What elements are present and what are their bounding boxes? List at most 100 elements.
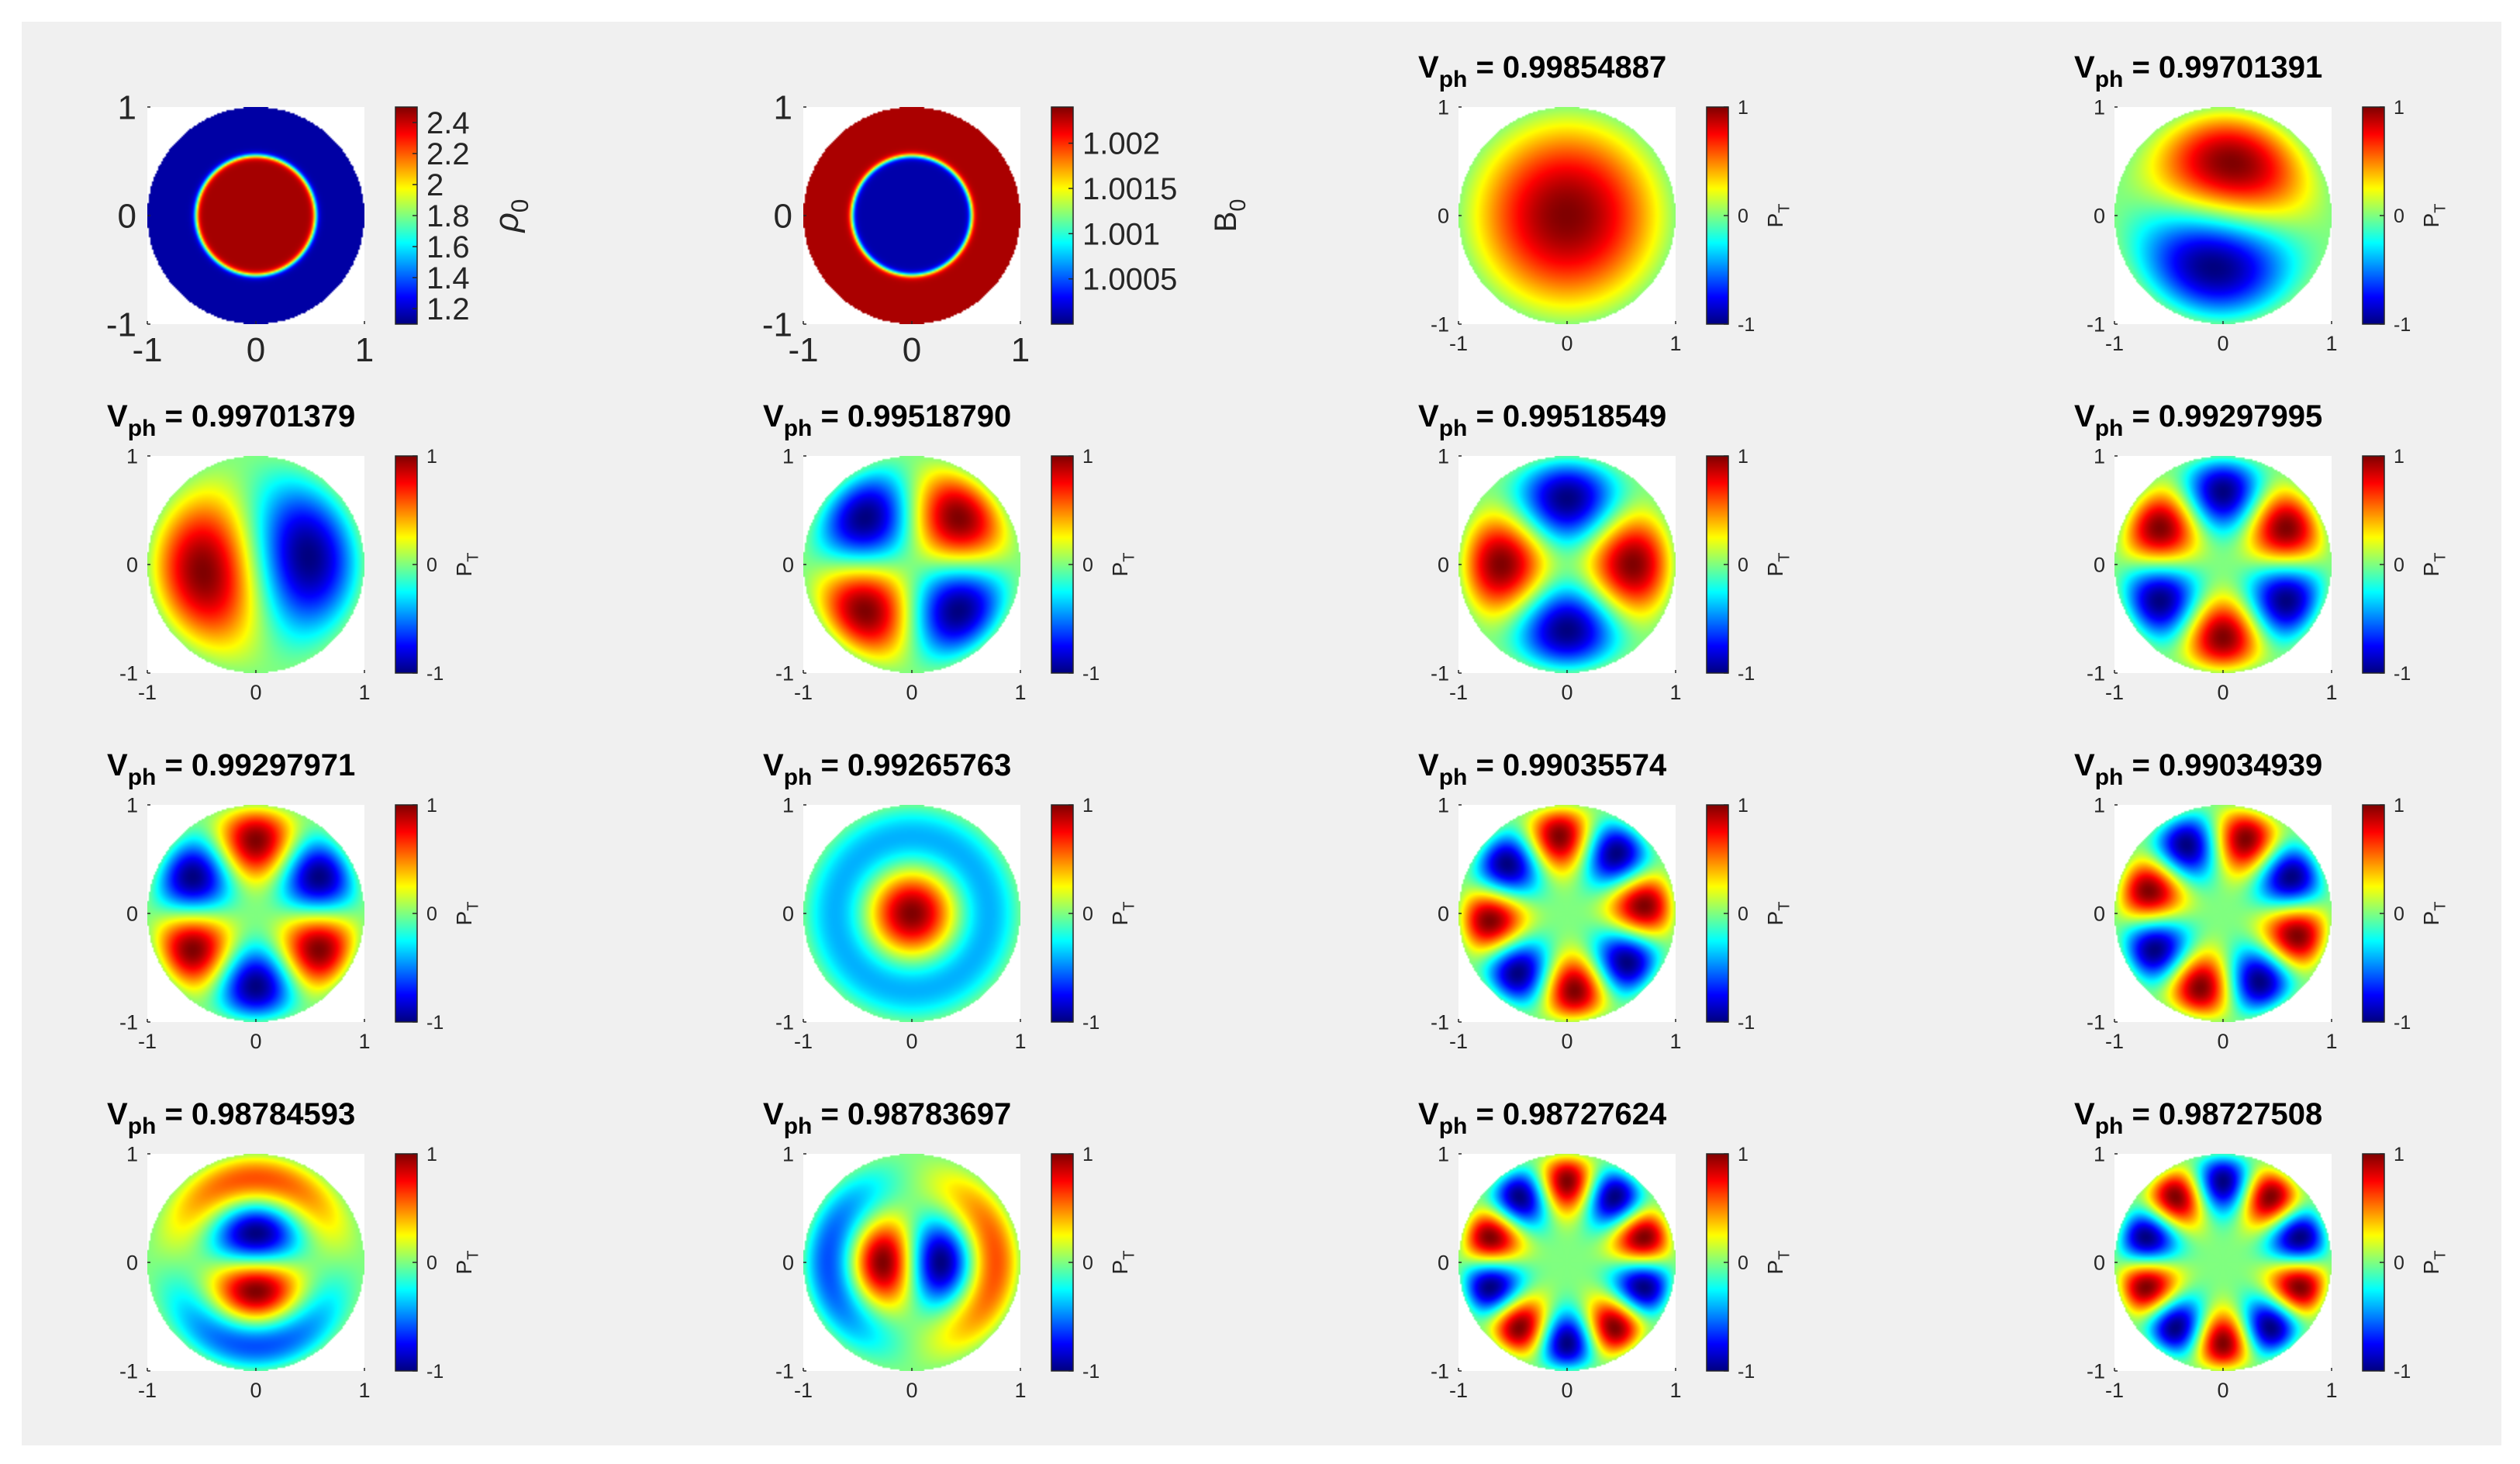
x-tick-label: 1	[358, 1379, 370, 1402]
y-tick-label: 1	[118, 88, 136, 126]
x-tick-label: 1	[358, 1030, 370, 1053]
y-tick-label: -1	[106, 306, 136, 344]
y-tick-label: 0	[118, 197, 136, 235]
colorbar-label: PT	[452, 902, 482, 926]
colorbar-tick-label: 1	[2394, 97, 2404, 119]
colorbar-tick-label: 1	[1082, 446, 1093, 468]
colorbar-tick-label: 1.4	[426, 261, 470, 295]
subplot-title: Vph = 0.99518790	[763, 399, 1011, 441]
heatmap-disk	[2114, 107, 2332, 324]
x-tick-label: -1	[138, 1030, 157, 1053]
subplot-2: -1 0 1 1 0 -1 1.002 1.0015 1.001 1.0005 B0	[762, 88, 1251, 369]
subplot-7: -1 0 1 1 0 -1 1 0 -1 PT Vph = 0.99518549	[1418, 399, 1793, 704]
x-tick-label: 0	[250, 1030, 261, 1053]
heatmap-disk	[147, 1154, 364, 1371]
colorbar-tick-label: 1	[1738, 446, 1748, 468]
colorbar-tick-label: 2.2	[426, 137, 470, 171]
x-tick-label: -1	[138, 1379, 157, 1402]
x-tick-label: -1	[2105, 1030, 2124, 1053]
x-tick-label: 1	[1011, 331, 1030, 369]
y-tick-label: -1	[119, 1359, 138, 1383]
y-tick-label: 0	[126, 553, 138, 576]
heatmap-disk	[147, 107, 364, 324]
colorbar-tick-label: 0	[1082, 1252, 1093, 1274]
colorbar-tick-label: 1.8	[426, 199, 470, 233]
colorbar-tick-label: 0	[426, 554, 437, 576]
y-tick-label: 0	[782, 553, 794, 576]
colorbar-tick-label: 1	[1738, 97, 1748, 119]
colorbar-tick-label: -1	[426, 1012, 444, 1034]
y-tick-label: 1	[126, 444, 138, 468]
y-tick-label: 0	[774, 197, 792, 235]
heatmap-disk	[1458, 456, 1676, 673]
colorbar-tick-label: -1	[1738, 663, 1755, 685]
y-tick-label: 0	[2094, 553, 2105, 576]
figure-panel: -1 0 1 1 0 -1 2.4 2.2 2 1.8 1.6 1.4 1.2 ρ0 -1 0 1 1 0 -1 1.0…	[22, 22, 2501, 1445]
subplot-5: -1 0 1 1 0 -1 1 0 -1 PT Vph = 0.99701379	[107, 399, 482, 704]
subplot-1: -1 0 1 1 0 -1 2.42.221.81.61.41.2 ρ0	[106, 88, 533, 369]
y-tick-label: -1	[2087, 1010, 2105, 1034]
x-tick-label: -1	[138, 681, 157, 704]
x-tick-label: 1	[2325, 1030, 2337, 1053]
y-tick-label: 1	[2094, 95, 2105, 119]
x-tick-label: 1	[1014, 1379, 1026, 1402]
colorbar-tick-label: 1.002	[1082, 127, 1160, 161]
colorbar-tick-label: 0	[1738, 1252, 1748, 1274]
colorbar-label: PT	[1108, 1251, 1137, 1275]
colorbar-label: PT	[452, 553, 482, 577]
colorbar-tick-label: -1	[2394, 1361, 2411, 1383]
colorbar-tick-label: 1	[1738, 795, 1748, 817]
colorbar-label: PT	[1763, 902, 1793, 926]
subplot-title: Vph = 0.99701379	[107, 399, 355, 441]
colorbar-label: PT	[1763, 204, 1793, 228]
x-tick-label: -1	[1449, 1030, 1468, 1053]
x-tick-label: 0	[247, 331, 265, 369]
colorbar-tick-label: 2.4	[426, 106, 470, 140]
y-tick-label: -1	[762, 306, 792, 344]
colorbar-tick-label: 1	[1082, 795, 1093, 817]
colorbar-tick-label: 0	[1082, 903, 1093, 925]
colorbar-frame	[1051, 106, 1074, 325]
colorbar-label: PT	[2419, 553, 2449, 577]
x-tick-label: 1	[1669, 1379, 1681, 1402]
x-tick-label: -1	[788, 331, 818, 369]
x-tick-label: 0	[2217, 1379, 2228, 1402]
subplot-13: -1 0 1 1 0 -1 1 0 -1 PT Vph = 0.98784593	[107, 1097, 482, 1402]
y-tick-label: -1	[2087, 312, 2105, 336]
y-tick-label: 1	[1438, 95, 1449, 119]
subplot-12: -1 0 1 1 0 -1 1 0 -1 PT Vph = 0.99034939	[2074, 748, 2449, 1053]
y-tick-label: -1	[2087, 1359, 2105, 1383]
y-tick-label: -1	[2087, 661, 2105, 685]
y-tick-label: 0	[782, 1251, 794, 1274]
subplot-16: -1 0 1 1 0 -1 1 0 -1 PT Vph = 0.98727508	[2074, 1097, 2449, 1402]
y-tick-label: 0	[2094, 204, 2105, 227]
heatmap-disk	[803, 456, 1020, 673]
x-tick-label: -1	[794, 1379, 813, 1402]
heatmap-disk	[1458, 1154, 1676, 1371]
colorbar-tick-label: 1	[1082, 1144, 1093, 1165]
x-tick-label: 0	[903, 331, 921, 369]
y-tick-label: 0	[126, 902, 138, 925]
colorbar-tick-label: -1	[1738, 1012, 1755, 1034]
x-tick-label: 1	[2325, 681, 2337, 704]
subplot-10: -1 0 1 1 0 -1 1 0 -1 PT Vph = 0.99265763	[763, 748, 1137, 1053]
y-tick-label: -1	[775, 661, 794, 685]
subplot-4: -1 0 1 1 0 -1 1 0 -1 PT Vph = 0.99701391	[2074, 50, 2449, 355]
y-tick-label: -1	[1431, 661, 1449, 685]
y-tick-label: 0	[1438, 902, 1449, 925]
subplot-title: Vph = 0.98727624	[1418, 1097, 1667, 1139]
x-tick-label: 0	[1561, 1030, 1572, 1053]
x-tick-label: 0	[1561, 1379, 1572, 1402]
colorbar-label: PT	[1763, 553, 1793, 577]
y-tick-label: 0	[782, 902, 794, 925]
subplot-title: Vph = 0.99297995	[2074, 399, 2322, 441]
colorbar-tick-label: -1	[1082, 663, 1099, 685]
colorbar-tick-label: 1	[2394, 446, 2404, 468]
subplot-9: -1 0 1 1 0 -1 1 0 -1 PT Vph = 0.99297971	[107, 748, 482, 1053]
heatmap-disk	[1458, 805, 1676, 1022]
colorbar-tick-label: 0	[426, 903, 437, 925]
heatmap-disk	[1458, 107, 1676, 324]
heatmap-disk	[2114, 805, 2332, 1022]
x-tick-label: -1	[794, 681, 813, 704]
x-tick-label: 0	[250, 1379, 261, 1402]
